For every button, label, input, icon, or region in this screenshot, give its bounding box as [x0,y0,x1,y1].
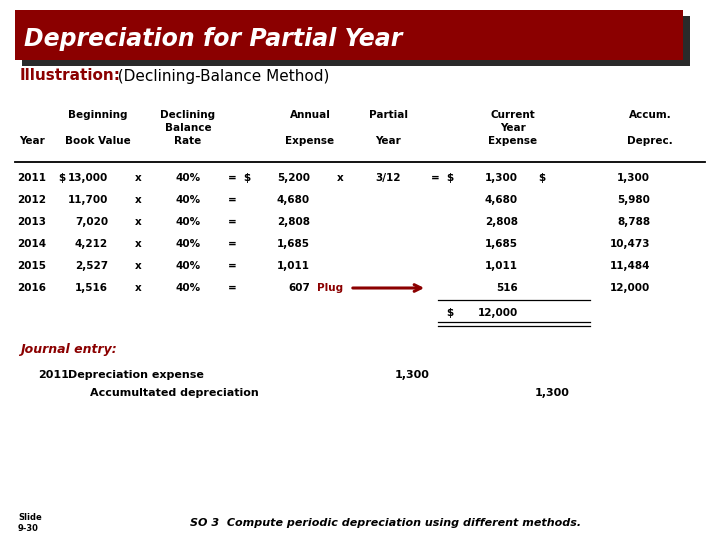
Text: 8,788: 8,788 [617,217,650,227]
Text: 1,300: 1,300 [617,173,650,183]
Text: 11,484: 11,484 [610,261,650,271]
Text: 2016: 2016 [17,283,47,293]
FancyBboxPatch shape [15,10,683,60]
Text: Beginning: Beginning [68,110,127,120]
Text: SO 3  Compute periodic depreciation using different methods.: SO 3 Compute periodic depreciation using… [190,518,581,528]
Text: Journal entry:: Journal entry: [20,343,117,356]
Text: x: x [135,239,141,249]
Text: Current: Current [490,110,536,120]
Text: Year: Year [500,123,526,133]
Text: Year: Year [375,136,401,146]
Text: 1,300: 1,300 [535,388,570,398]
Text: 40%: 40% [176,173,201,183]
Text: 5,980: 5,980 [617,195,650,205]
Text: Depreciation for Partial Year: Depreciation for Partial Year [24,27,402,51]
Text: Book Value: Book Value [65,136,131,146]
Text: x: x [135,217,141,227]
Text: 2011: 2011 [38,370,69,380]
Text: $: $ [446,308,454,318]
Text: 2012: 2012 [17,195,47,205]
Text: Illustration:: Illustration: [20,69,121,84]
Text: =: = [431,173,439,183]
Text: Accumultated depreciation: Accumultated depreciation [90,388,258,398]
Text: 7,020: 7,020 [75,217,108,227]
Text: 3/12: 3/12 [375,173,401,183]
Text: Rate: Rate [174,136,202,146]
Text: 2013: 2013 [17,217,47,227]
Text: 1,685: 1,685 [277,239,310,249]
Text: 40%: 40% [176,261,201,271]
Text: =: = [228,217,236,227]
Text: 11,700: 11,700 [68,195,108,205]
Text: $: $ [446,173,454,183]
Text: Partial: Partial [369,110,408,120]
Text: 1,011: 1,011 [277,261,310,271]
Text: $: $ [58,173,66,183]
Text: 10,473: 10,473 [610,239,650,249]
Text: x: x [135,283,141,293]
Text: Depreciation expense: Depreciation expense [68,370,204,380]
Text: 4,212: 4,212 [75,239,108,249]
Text: 2015: 2015 [17,261,47,271]
Text: 1,300: 1,300 [485,173,518,183]
Text: 13,000: 13,000 [68,173,108,183]
Text: 2,527: 2,527 [75,261,108,271]
Text: 40%: 40% [176,283,201,293]
Text: x: x [135,173,141,183]
Text: 4,680: 4,680 [485,195,518,205]
Text: Slide
9-30: Slide 9-30 [18,512,42,534]
Text: =: = [228,239,236,249]
Text: x: x [135,195,141,205]
Text: $: $ [539,173,546,183]
Text: $: $ [243,173,251,183]
Text: Annual: Annual [289,110,330,120]
Text: Expense: Expense [285,136,335,146]
Text: 12,000: 12,000 [610,283,650,293]
FancyBboxPatch shape [22,16,690,66]
Text: 4,680: 4,680 [277,195,310,205]
Text: =: = [228,173,236,183]
Text: Accum.: Accum. [629,110,671,120]
Text: Balance: Balance [165,123,211,133]
Text: =: = [228,261,236,271]
Text: 2011: 2011 [17,173,47,183]
Text: 12,000: 12,000 [478,308,518,318]
Text: 2014: 2014 [17,239,47,249]
Text: 2,808: 2,808 [277,217,310,227]
Text: 1,300: 1,300 [395,370,430,380]
Text: 1,516: 1,516 [75,283,108,293]
Text: 40%: 40% [176,239,201,249]
Text: x: x [135,261,141,271]
Text: 2,808: 2,808 [485,217,518,227]
Text: 1,685: 1,685 [485,239,518,249]
Text: =: = [228,283,236,293]
Text: 1,011: 1,011 [485,261,518,271]
Text: 40%: 40% [176,195,201,205]
Text: Plug: Plug [317,283,343,293]
Text: =: = [228,195,236,205]
Text: x: x [337,173,343,183]
Text: Deprec.: Deprec. [627,136,673,146]
Text: (Declining-Balance Method): (Declining-Balance Method) [108,69,329,84]
Text: 607: 607 [288,283,310,293]
Text: 516: 516 [496,283,518,293]
Text: Declining: Declining [161,110,215,120]
Text: 5,200: 5,200 [277,173,310,183]
Text: Year: Year [19,136,45,146]
Text: Expense: Expense [488,136,538,146]
Text: 40%: 40% [176,217,201,227]
